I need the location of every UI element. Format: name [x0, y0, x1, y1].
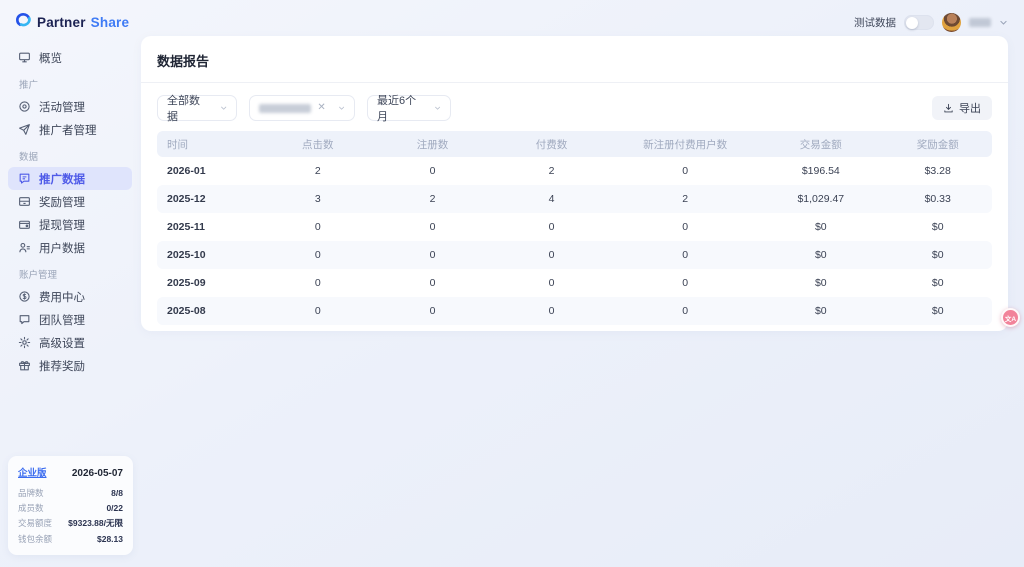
- monitor-icon: [19, 52, 30, 63]
- sidebar-item-advanced-settings[interactable]: 高级设置: [8, 331, 132, 354]
- target-icon: [19, 101, 30, 112]
- col-signups: 注册数: [374, 131, 491, 157]
- dollar-circle-icon: [19, 291, 30, 302]
- chat-square-icon: [19, 173, 30, 184]
- brand-filter-select[interactable]: ✕: [249, 95, 355, 121]
- sidebar-section-account: 账户管理: [19, 270, 58, 281]
- sidebar-item-overview[interactable]: 概览: [8, 46, 132, 69]
- test-data-toggle[interactable]: [904, 15, 934, 30]
- col-clicks: 点击数: [261, 131, 375, 157]
- table-row: 2025-11 0 0 0 0 $0 $0: [167, 221, 944, 233]
- app-logo[interactable]: Partner Share: [0, 0, 140, 33]
- time-range-select[interactable]: 最近6个月: [367, 95, 451, 123]
- send-icon: [19, 124, 30, 135]
- chevron-down-icon: [220, 106, 226, 110]
- logo-icon: [15, 12, 32, 33]
- col-reward-amount: 奖励金额: [883, 131, 992, 157]
- download-icon: [944, 103, 953, 112]
- plan-summary-card: 企业版 2026-05-07 品牌数 8/8 成员数 0/22 交易额度 $9323.…: [8, 455, 133, 555]
- col-new-paying-users: 新注册付费用户数: [612, 131, 759, 157]
- sidebar: Partner Share 概览 推广 活动管理 推广者管理 数据 推广数据 奖…: [0, 0, 140, 567]
- table-row: 2026-01 2 0 2 0 $196.54 $3.28: [167, 165, 951, 177]
- export-button[interactable]: 导出: [932, 96, 992, 120]
- sidebar-item-withdrawal-management[interactable]: 提现管理: [8, 213, 132, 236]
- data-report-table: 时间 点击数 注册数 付费数 新注册付费用户数 交易金额 奖励金额 2026-0…: [157, 131, 992, 325]
- plan-quota-row: 交易额度 $9323.88/无限: [18, 518, 123, 529]
- gift-icon: [19, 361, 30, 371]
- sidebar-item-reward-management[interactable]: 奖励管理: [8, 190, 132, 213]
- chat-icon: [19, 315, 30, 325]
- brand-name-partner: Partner: [37, 15, 86, 30]
- plan-tier-link[interactable]: 企业版: [18, 467, 47, 479]
- sidebar-item-referral-rewards[interactable]: 推荐奖励: [8, 354, 132, 377]
- data-scope-select[interactable]: 全部数据: [157, 95, 237, 123]
- sidebar-item-team-management[interactable]: 团队管理: [8, 308, 132, 331]
- table-row: 2025-10 0 0 0 0 $0 $0: [157, 241, 992, 269]
- brand-name-share: Share: [90, 15, 130, 30]
- sidebar-nav: 概览 推广 活动管理 推广者管理 数据 推广数据 奖励管理 提现管理 用户数据 …: [0, 46, 140, 377]
- user-name-redacted: [969, 18, 991, 27]
- drawer-icon: [19, 197, 30, 206]
- page-title: 数据报告: [157, 54, 210, 69]
- col-transaction-amount: 交易金额: [758, 131, 884, 157]
- plan-expiry-date: 2026-05-07: [71, 467, 123, 479]
- gear-icon: [18, 336, 31, 349]
- sidebar-item-promotion-data[interactable]: 推广数据: [8, 167, 132, 190]
- divider: [141, 82, 1008, 83]
- data-report-card: 数据报告 全部数据 ✕ 最近6个月 导出: [141, 36, 1008, 331]
- tag-close-icon[interactable]: ✕: [317, 102, 326, 113]
- chevron-down-icon: [434, 106, 440, 110]
- topbar: 测试数据: [854, 13, 1008, 32]
- plan-members-row: 成员数 0/22: [18, 503, 123, 514]
- table-row: 2025-09 0 0 0 0 $0 $0: [167, 277, 944, 289]
- translate-fab[interactable]: 文A: [1001, 308, 1020, 327]
- sidebar-item-cost-center[interactable]: 费用中心: [8, 285, 132, 308]
- plan-wallet-row: 钱包余额 $28.13: [18, 533, 123, 544]
- sidebar-item-promoter-management[interactable]: 推广者管理: [8, 118, 132, 141]
- wallet-icon: [19, 220, 30, 229]
- sidebar-item-user-data[interactable]: 用户数据: [8, 236, 132, 259]
- test-data-label: 测试数据: [854, 17, 896, 29]
- avatar[interactable]: [942, 13, 961, 32]
- table-row: 2025-12 3 2 4 2 $1,029.47 $0.33: [157, 185, 992, 213]
- chevron-down-icon[interactable]: [999, 18, 1008, 27]
- plan-brands-row: 品牌数 8/8: [18, 487, 123, 498]
- col-paid: 付费数: [490, 131, 613, 157]
- filter-row: 全部数据 ✕ 最近6个月 导出: [157, 95, 992, 123]
- sidebar-section-promotion: 推广: [19, 80, 39, 91]
- col-time: 时间: [157, 131, 262, 157]
- chevron-down-icon: [338, 106, 344, 110]
- sidebar-section-data: 数据: [19, 152, 39, 163]
- table-row: 2025-08 0 0 0 0 $0 $0: [157, 297, 992, 325]
- table-header-row: 时间 点击数 注册数 付费数 新注册付费用户数 交易金额 奖励金额: [157, 131, 992, 157]
- toggle-knob: [906, 16, 918, 29]
- sidebar-item-campaign-management[interactable]: 活动管理: [8, 95, 132, 118]
- user-icon: [19, 242, 30, 253]
- brand-tag-redacted: [259, 103, 312, 113]
